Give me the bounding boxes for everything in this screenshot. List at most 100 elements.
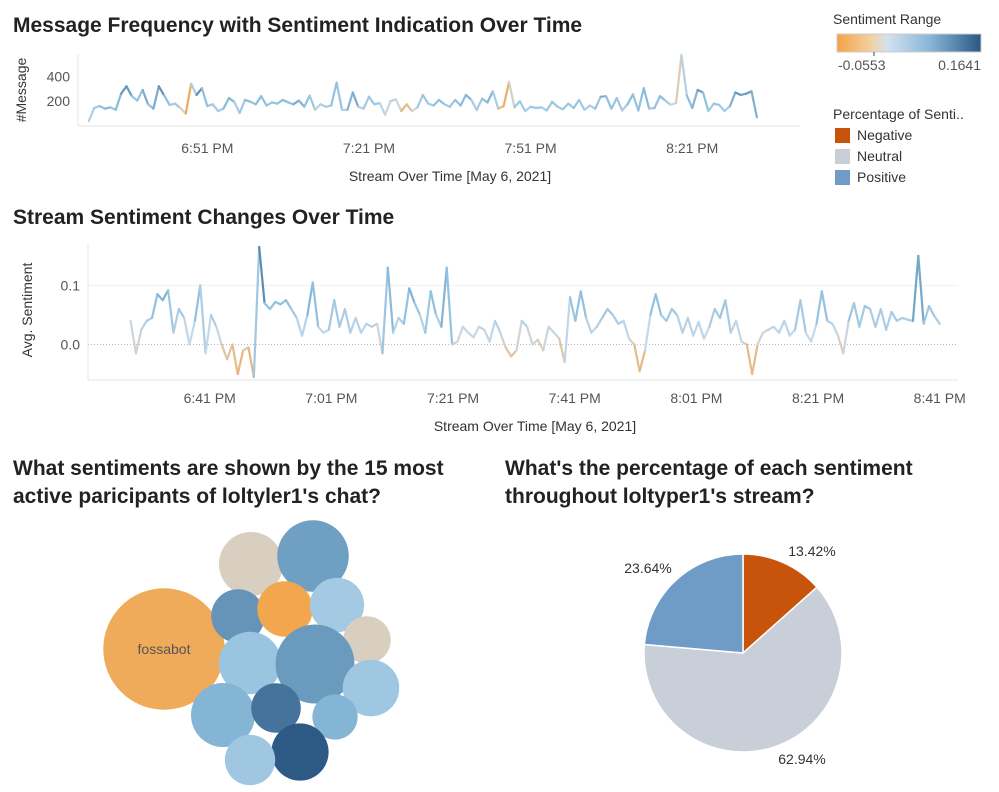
message-line-segment [416,93,424,109]
sentiment-line-segment [413,302,422,317]
sentiment-line-segment [676,313,684,334]
message-line-segment [551,100,559,108]
participant-bubble[interactable] [251,683,301,733]
participant-bubble[interactable] [275,624,355,704]
sentiment-line-segment [284,299,293,311]
sentiment-line-segment [386,266,395,334]
message-line-segment [454,98,462,107]
message-line-segment [583,104,591,111]
message-line-segment [701,91,710,113]
message-frequency-chart: #Message Stream Over Time [May 6, 2021] … [13,54,800,184]
sentiment-line-segment [890,310,898,322]
sentiment-line-segment [156,293,164,302]
message-line-segment [685,94,694,110]
message-line-segment [200,87,209,108]
message-line-segment [470,98,478,111]
sentiment-line-segment [504,346,513,358]
message-line-segment [658,95,667,102]
participant-bubble[interactable] [309,577,365,633]
message-line-segment [486,90,494,104]
sentiment-line-segment [911,254,920,322]
message-line-segment [432,98,441,107]
message-line-segment [136,88,144,102]
sentiment-line-segment [933,315,941,325]
sentiment-line-segment [804,331,813,343]
message-line-segment [190,82,198,97]
chart1-y-label: #Message [13,57,29,122]
chart2-x-tick: 8:21 PM [792,390,844,406]
participant-bubble[interactable] [277,520,349,592]
sentiment-line-segment [461,325,470,334]
participant-bubble[interactable] [191,683,255,747]
sentiment-line-segment [708,307,716,328]
message-line-segment [141,88,150,106]
sentiment-line-segment [659,313,668,322]
sentiment-line-segment [488,319,497,343]
sentiment-line-segment [922,304,931,325]
message-line-segment [120,85,128,95]
sentiment-line-segment [815,290,823,325]
message-line-segment [448,98,457,108]
participant-bubble[interactable] [257,581,313,637]
message-line-segment [707,102,715,113]
sentiment-line-segment [252,245,261,379]
sentiment-line-segment [831,322,840,337]
sentiment-line-segment [579,290,588,320]
sentiment-line-segment [515,319,523,352]
participant-bubble[interactable] [103,588,225,710]
participant-bubble[interactable] [211,589,265,643]
message-line-segment [615,96,624,112]
message-line-segment [653,95,662,110]
message-line-segment [723,105,732,113]
participant-bubble[interactable] [271,723,329,781]
message-line-segment [631,93,640,112]
sentiment-line-segment [140,319,148,331]
message-line-segment [308,94,317,111]
participant-bubble[interactable] [218,631,282,695]
message-line-segment [621,103,629,112]
sentiment-line-segment [209,313,218,328]
sentiment-line-segment [183,316,191,346]
sentiment-line-segment [188,319,196,346]
message-line-segment [421,93,430,105]
message-line-segment [211,103,220,113]
message-line-segment [346,91,354,111]
message-line-segment [313,103,322,111]
sentiment-changes-chart: Avg. Sentiment Stream Over Time [May 6, … [19,244,966,434]
chart2-x-tick: 8:01 PM [670,390,722,406]
chart2-x-tick: 8:41 PM [914,390,966,406]
sentiment-line-segment [643,313,652,352]
message-line-segment [502,80,511,108]
sentiment-line-segment [193,284,202,322]
participant-bubble[interactable] [343,616,391,664]
sentiment-line-segment [595,316,604,328]
sentiment-line-segment [445,266,454,346]
message-line-segment [664,99,672,106]
sentiment-line-segment [852,302,861,328]
message-line-segment [378,101,387,116]
sentiment-line-segment [686,316,695,337]
pie-slice-negative[interactable] [742,553,818,655]
pie-slice-positive[interactable] [643,553,744,654]
message-line-segment [642,87,651,110]
sentiment-line-segment [338,307,347,328]
participant-bubble[interactable] [342,659,400,717]
sentiment-line-segment [483,328,491,343]
chart2-y-label: Avg. Sentiment [19,263,35,358]
sentiment-line-segment [751,343,759,376]
message-line-segment [130,95,139,102]
sentiment-line-segment [424,290,432,334]
participant-bubble[interactable] [224,734,276,786]
pie-slice-neutral[interactable] [643,586,843,753]
participant-bubble[interactable] [219,532,283,596]
message-line-segment [173,102,182,110]
sentiment-line-segment [402,287,411,325]
sentiment-line-segment [606,307,614,317]
sentiment-line-segment [327,299,336,331]
sentiment-line-segment [456,325,464,343]
legend-neutral: Neutral [835,148,902,164]
message-line-segment [157,85,166,97]
participant-bubble[interactable] [312,694,358,740]
chart1-y-tick: 400 [47,68,71,84]
